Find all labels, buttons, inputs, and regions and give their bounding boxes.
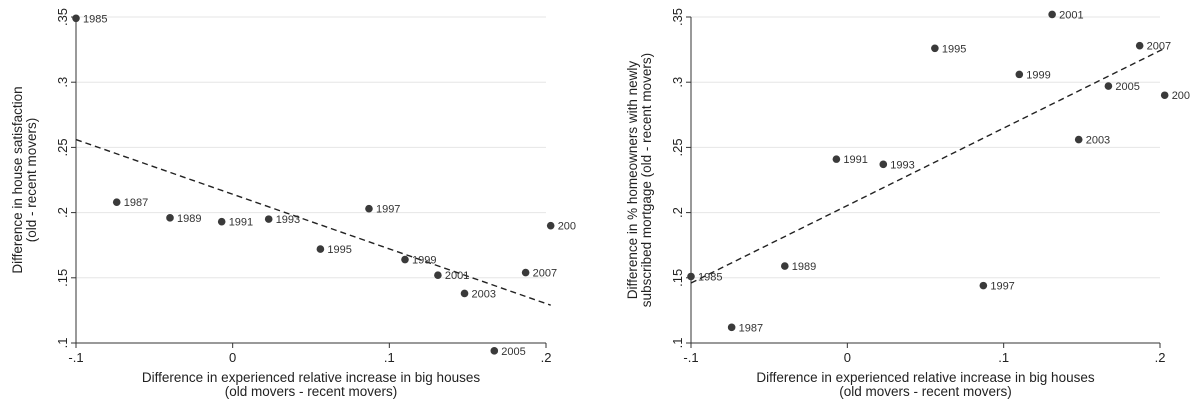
x-tick-label: .2 — [541, 350, 552, 365]
y-tick-label: .1 — [55, 338, 70, 349]
y-axis-subtitle: subscribed mortgage (old - recent movers… — [639, 53, 654, 307]
point-label: 2005 — [501, 346, 525, 358]
point-label: 1991 — [229, 217, 253, 229]
y-tick-label: .35 — [670, 8, 685, 26]
data-point — [401, 255, 409, 264]
y-tick-label: .25 — [55, 138, 70, 156]
data-point — [781, 262, 789, 270]
data-point — [727, 323, 736, 332]
point-label: 1993 — [890, 159, 914, 171]
data-point — [72, 14, 80, 23]
point-label: 1987 — [124, 197, 148, 209]
x-tick-label: 0 — [229, 350, 236, 365]
data-point — [546, 221, 555, 230]
y-tick-label: .35 — [55, 8, 70, 26]
x-axis-title: Difference in experienced relative incre… — [756, 370, 1094, 385]
point-label: 1997 — [376, 204, 400, 216]
data-point — [1160, 91, 1169, 100]
data-point — [460, 289, 469, 298]
y-tick-label: .3 — [670, 77, 685, 88]
data-point — [879, 160, 888, 169]
point-label: 1995 — [942, 43, 966, 55]
data-point — [434, 271, 442, 279]
x-axis-subtitle: (old movers - recent movers) — [225, 384, 398, 399]
point-label: 2003 — [1086, 135, 1110, 147]
right-panel-mortgage: .1 .15 .2 .25 .3 .35 -.1 0 .1 .2 1985 1987 1989 1991 1… — [625, 8, 1190, 399]
fit-line — [75, 138, 551, 306]
data-point — [365, 204, 373, 213]
point-label: 200 — [558, 221, 576, 233]
left-panel-satisfaction: .1 .15 .2 .25 .3 .35 -.1 0 .1 .2 1985 1987 1989 1991 1… — [10, 8, 576, 399]
x-tick-label: .1 — [998, 350, 1009, 365]
point-label: 2003 — [472, 288, 496, 300]
data-point — [1135, 41, 1144, 50]
y-tick-label: .15 — [670, 269, 685, 287]
point-label: 1989 — [177, 213, 201, 225]
data-point — [490, 347, 499, 355]
x-tick-label: .2 — [1155, 350, 1166, 365]
data-point — [979, 281, 988, 290]
data-point — [316, 245, 325, 253]
y-tick-label: .1 — [670, 338, 685, 349]
point-label: 1995 — [327, 244, 351, 256]
data-point — [1048, 10, 1056, 19]
point-label: 2007 — [533, 268, 557, 280]
data-point — [166, 214, 174, 222]
point-label: 1999 — [1026, 69, 1050, 81]
data-point — [264, 215, 273, 223]
point-label: 1985 — [83, 13, 107, 25]
y-tick-label: .25 — [670, 138, 685, 156]
point-label: 200 — [1172, 90, 1190, 102]
data-point — [217, 217, 226, 226]
y-axis-title: Difference in % homeowners with newly — [625, 61, 640, 300]
point-label: 1989 — [792, 261, 816, 273]
point-label: 1993 — [276, 214, 300, 226]
y-axis-title: Difference in house satisfaction — [10, 86, 25, 273]
point-label: 2005 — [1115, 81, 1139, 93]
data-point — [112, 198, 121, 206]
point-label: 2001 — [1059, 9, 1083, 21]
y-tick-label: .2 — [55, 207, 70, 218]
point-label: 1987 — [739, 322, 763, 334]
data-point — [687, 272, 695, 281]
x-tick-label: -.1 — [68, 350, 83, 365]
point-label: 2007 — [1147, 41, 1171, 53]
point-label: 1991 — [843, 154, 867, 166]
data-point — [1074, 135, 1083, 144]
data-point — [521, 268, 530, 277]
x-axis-title: Difference in experienced relative incre… — [142, 370, 480, 385]
data-point — [1015, 70, 1024, 79]
data-point — [832, 155, 841, 163]
y-tick-label: .15 — [55, 269, 70, 287]
point-label: 1997 — [990, 281, 1014, 293]
x-tick-label: 0 — [844, 350, 851, 365]
x-axis-subtitle: (old movers - recent movers) — [839, 384, 1012, 399]
y-tick-label: .2 — [670, 207, 685, 218]
point-label: 1999 — [412, 255, 436, 267]
point-label: 1985 — [698, 271, 722, 283]
x-tick-label: .1 — [384, 350, 395, 365]
y-axis-subtitle: (old - recent movers) — [24, 118, 39, 243]
y-tick-label: .3 — [55, 77, 70, 88]
x-tick-label: -.1 — [683, 350, 698, 365]
fit-line — [690, 47, 1166, 284]
data-point — [931, 44, 939, 53]
data-point — [1104, 82, 1113, 90]
point-label: 2001 — [445, 270, 469, 282]
